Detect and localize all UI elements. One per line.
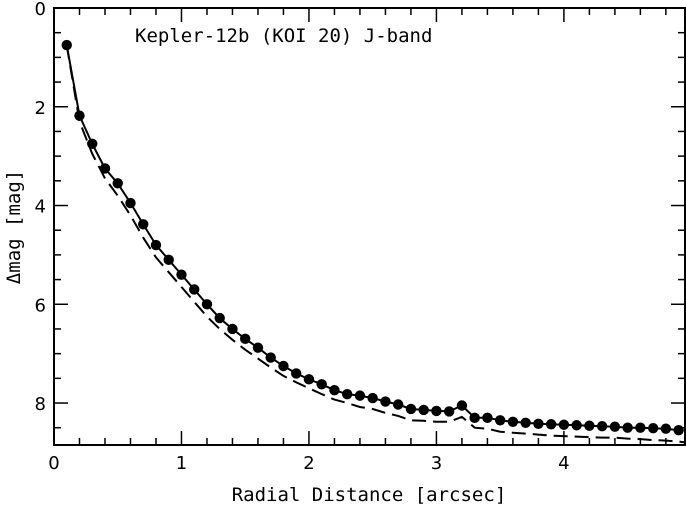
data-point [469, 412, 480, 424]
plot-frame [53, 7, 686, 446]
x-tick-label: 1 [176, 453, 187, 474]
data-point [163, 254, 174, 266]
data-point [240, 333, 251, 345]
data-point [329, 384, 340, 396]
y-tick-label: 8 [35, 394, 46, 415]
y-axis-title: Δmag [mag] [3, 170, 25, 284]
data-point [456, 400, 468, 411]
data-point [227, 323, 238, 335]
data-point [596, 421, 608, 432]
data-point [99, 163, 111, 174]
y-tick-label: 2 [35, 98, 46, 119]
data-point [533, 418, 544, 429]
chart-title: Kepler-12b (KOI 20) J-band [135, 25, 432, 47]
data-point [252, 342, 264, 353]
x-tick-label: 3 [431, 453, 442, 474]
data-point [291, 368, 302, 379]
data-point [405, 403, 417, 415]
data-point [189, 284, 200, 295]
data-point [545, 419, 557, 430]
data-point [647, 423, 659, 434]
data-point [494, 415, 506, 426]
data-point [316, 379, 327, 390]
data-point [87, 138, 98, 149]
data-point [138, 219, 149, 230]
data-point [380, 396, 391, 407]
data-point [201, 299, 213, 310]
data-point [418, 404, 429, 416]
dashed-limit-line [65, 44, 686, 444]
data-point [150, 239, 162, 251]
data-point [125, 197, 136, 209]
data-point [176, 269, 187, 280]
data-point [584, 420, 595, 431]
data-point [392, 399, 404, 410]
data-point [622, 422, 633, 433]
data-point [673, 424, 684, 436]
x-tick-label: 4 [558, 453, 569, 474]
y-tick-label: 4 [35, 197, 46, 218]
data-point [558, 419, 570, 430]
data-point [278, 360, 289, 372]
x-axis-title: Radial Distance [arcsec] [232, 484, 507, 506]
data-point [660, 423, 672, 434]
data-point [214, 312, 225, 324]
data-point [265, 352, 276, 363]
data-point [635, 422, 646, 433]
data-point [571, 420, 582, 431]
data-point [520, 417, 531, 428]
data-point [341, 388, 353, 400]
x-tick-label: 0 [48, 453, 59, 474]
data-point [507, 416, 519, 427]
data-point [609, 421, 621, 432]
data-point [367, 392, 378, 404]
data-point [112, 178, 123, 189]
data-point [303, 374, 315, 385]
data-point [431, 405, 442, 417]
y-tick-label: 6 [35, 295, 46, 316]
data-point [354, 390, 366, 401]
data-point [482, 412, 493, 424]
data-point [443, 406, 455, 417]
measured-contrast-line [65, 44, 679, 432]
x-tick-label: 2 [303, 453, 314, 474]
y-tick-label: 0 [35, 0, 46, 20]
